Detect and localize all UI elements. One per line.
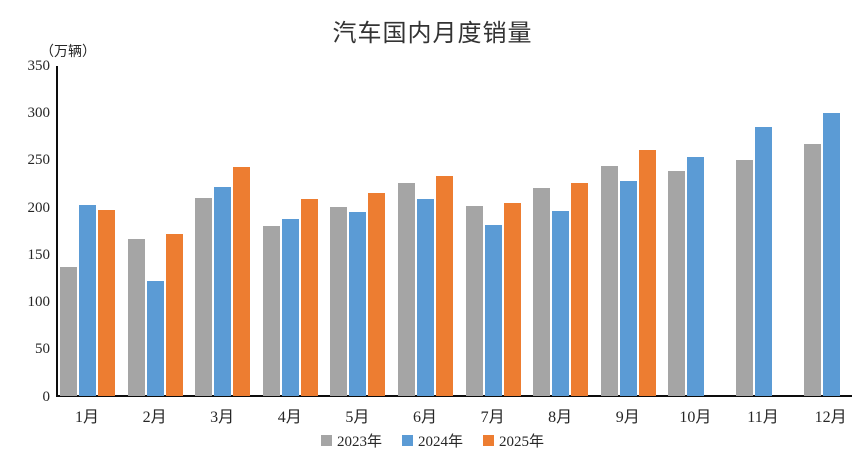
y-tick-label-300: 300	[27, 105, 51, 122]
legend-label: 2024年	[417, 434, 463, 450]
bar-group-12月	[803, 66, 858, 396]
bar-2023年-3月	[195, 197, 213, 396]
x-tick-label-6月: 6月	[412, 409, 437, 426]
bar-2023年-1月	[60, 266, 77, 396]
bar-group-8月	[533, 66, 589, 396]
x-tick-label-9月: 9月	[615, 409, 640, 426]
x-tick-label-7月: 7月	[480, 409, 505, 426]
y-tick-label-50: 50	[35, 341, 50, 358]
y-tick-label-150: 150	[27, 246, 51, 263]
y-axis-unit-label: （万辆）	[40, 45, 96, 60]
bar-2025年-5月	[368, 192, 386, 396]
bar-group-2月	[127, 66, 183, 396]
x-tick-label-4月: 4月	[277, 409, 302, 426]
bar-group-4月	[262, 66, 318, 396]
bar-2024年-9月	[619, 180, 637, 396]
bar-2024年-8月	[552, 210, 570, 396]
bar-2025年-8月	[571, 182, 589, 396]
y-tick-label-100: 100	[27, 294, 51, 311]
bar-2023年-5月	[330, 207, 348, 396]
bar-2025年-9月	[638, 150, 656, 396]
bar-group-5月	[330, 66, 386, 396]
bar-2024年-1月	[79, 205, 96, 396]
legend-item-2024年: 2024年	[401, 430, 463, 451]
bar-2025年-3月	[233, 167, 251, 396]
y-axis-line	[56, 66, 58, 397]
legend-item-2023年: 2023年	[320, 430, 382, 451]
x-tick-label-1月: 1月	[74, 409, 99, 426]
bar-2024年-7月	[484, 225, 502, 396]
bar-group-7月	[465, 66, 521, 396]
chart-title: 汽车国内月度销量	[332, 21, 533, 47]
bar-group-11月	[736, 66, 790, 396]
x-tick-label-5月: 5月	[345, 409, 370, 426]
legend-swatch-2024年	[401, 435, 413, 446]
bar-2023年-12月	[803, 143, 821, 396]
bar-2024年-12月	[822, 112, 840, 396]
bar-2024年-10月	[687, 157, 705, 396]
bar-2023年-11月	[736, 159, 753, 396]
bar-group-1月	[60, 66, 115, 396]
bar-2024年-2月	[146, 280, 164, 396]
bar-2023年-8月	[533, 188, 551, 396]
bar-group-9月	[600, 66, 656, 396]
bar-2025年-1月	[98, 209, 115, 396]
bar-2024年-5月	[349, 211, 367, 396]
bar-2024年-6月	[417, 198, 434, 396]
bar-2025年-4月	[300, 198, 318, 396]
x-tick-label-8月: 8月	[548, 409, 573, 426]
bar-group-3月	[195, 66, 251, 396]
y-tick-label-250: 250	[27, 152, 51, 169]
x-axis-line	[56, 395, 852, 397]
bar-2024年-11月	[755, 126, 772, 396]
x-tick-label-12月: 12月	[814, 409, 847, 426]
legend-swatch-2025年	[483, 435, 494, 446]
legend-item-2025年: 2025年	[483, 430, 544, 451]
legend-label: 2025年	[499, 434, 545, 450]
bar-2023年-7月	[465, 206, 483, 396]
x-tick-label-11月: 11月	[747, 409, 779, 426]
bar-2023年-2月	[127, 239, 145, 396]
y-tick-label-0: 0	[42, 388, 51, 405]
legend-swatch-2023年	[320, 435, 332, 446]
bar-2024年-4月	[281, 219, 299, 396]
bar-2024年-3月	[214, 187, 232, 396]
bar-group-6月	[398, 66, 453, 396]
bar-2023年-10月	[668, 171, 686, 396]
bar-2025年-7月	[503, 203, 521, 396]
legend-label: 2023年	[336, 434, 382, 450]
x-tick-label-10月: 10月	[679, 409, 712, 426]
bar-group-10月	[668, 66, 722, 396]
bar-2025年-6月	[436, 175, 453, 396]
bar-2025年-2月	[165, 234, 183, 396]
x-tick-label-3月: 3月	[210, 409, 235, 426]
y-tick-label-350: 350	[27, 58, 51, 74]
bar-2023年-6月	[398, 182, 415, 396]
x-tick-label-2月: 2月	[142, 409, 167, 426]
bar-2023年-4月	[262, 225, 280, 396]
y-tick-label-200: 200	[27, 199, 51, 216]
legend: 2023年 2024年 2025年	[0, 430, 865, 451]
bar-2023年-9月	[600, 166, 618, 396]
